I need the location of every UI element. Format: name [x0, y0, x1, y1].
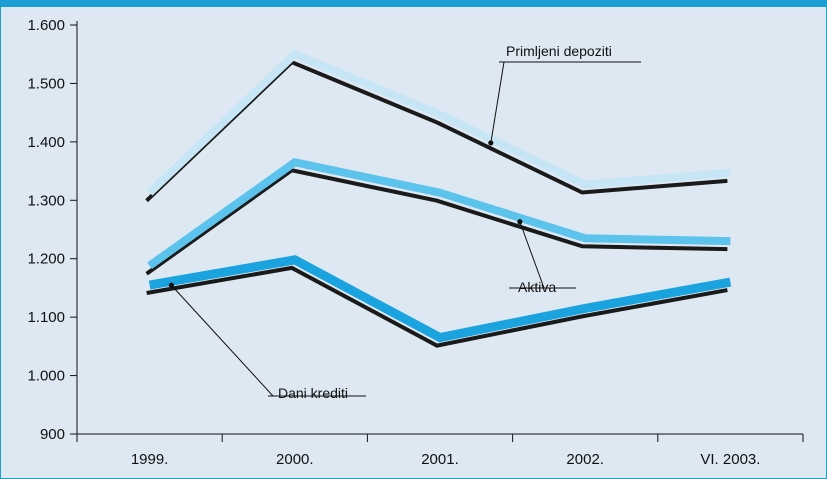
y-tick-label: 1.200	[27, 251, 65, 268]
callout-dot-aktiva	[517, 219, 523, 225]
y-tick-label: 1.400	[27, 134, 65, 151]
x-tick-label: 2001.	[421, 451, 459, 468]
series-lines	[145, 49, 732, 348]
x-tick-label: VI. 2003.	[700, 451, 760, 468]
callout-leader-aktiva	[519, 221, 545, 289]
series-label-primljeni_depoziti: Primljeni depoziti	[506, 43, 612, 59]
y-tick-label: 1.300	[27, 192, 65, 209]
y-tick-label: 1.600	[27, 17, 65, 34]
series-shadow-line-aktiva	[145, 168, 728, 276]
series-line-dani_krediti	[148, 255, 732, 343]
x-tick-label: 2002.	[566, 451, 604, 468]
callout-leader-primljeni_depoziti	[490, 61, 505, 144]
y-tick-label: 1.500	[27, 75, 65, 92]
series-shadow-line-dani_krediti	[146, 265, 728, 348]
y-tick-label: 1.000	[27, 368, 65, 385]
series-label-aktiva: Aktiva	[518, 279, 556, 295]
axes: 900 1.000 1.100 1.200 1.300 1.400 1.500 1.600 19…	[27, 17, 804, 468]
y-tick-label: 900	[40, 426, 65, 443]
callout-dot-primljeni_depoziti	[488, 140, 494, 146]
series-label-dani_krediti: Dani krediti	[278, 385, 348, 401]
series-line-primljeni_depoziti	[146, 49, 731, 196]
series-callouts: Primljeni depoziti Aktiva Dani krediti	[168, 43, 641, 401]
x-tick-label: 1999.	[131, 451, 169, 468]
top-frame-strip	[1, 0, 826, 7]
callout-leader-dani_krediti	[171, 284, 274, 397]
series-line-aktiva	[147, 158, 731, 269]
y-tick-label: 1.100	[27, 309, 65, 326]
callout-dot-dani_krediti	[168, 282, 174, 288]
x-tick-label: 2000.	[276, 451, 314, 468]
